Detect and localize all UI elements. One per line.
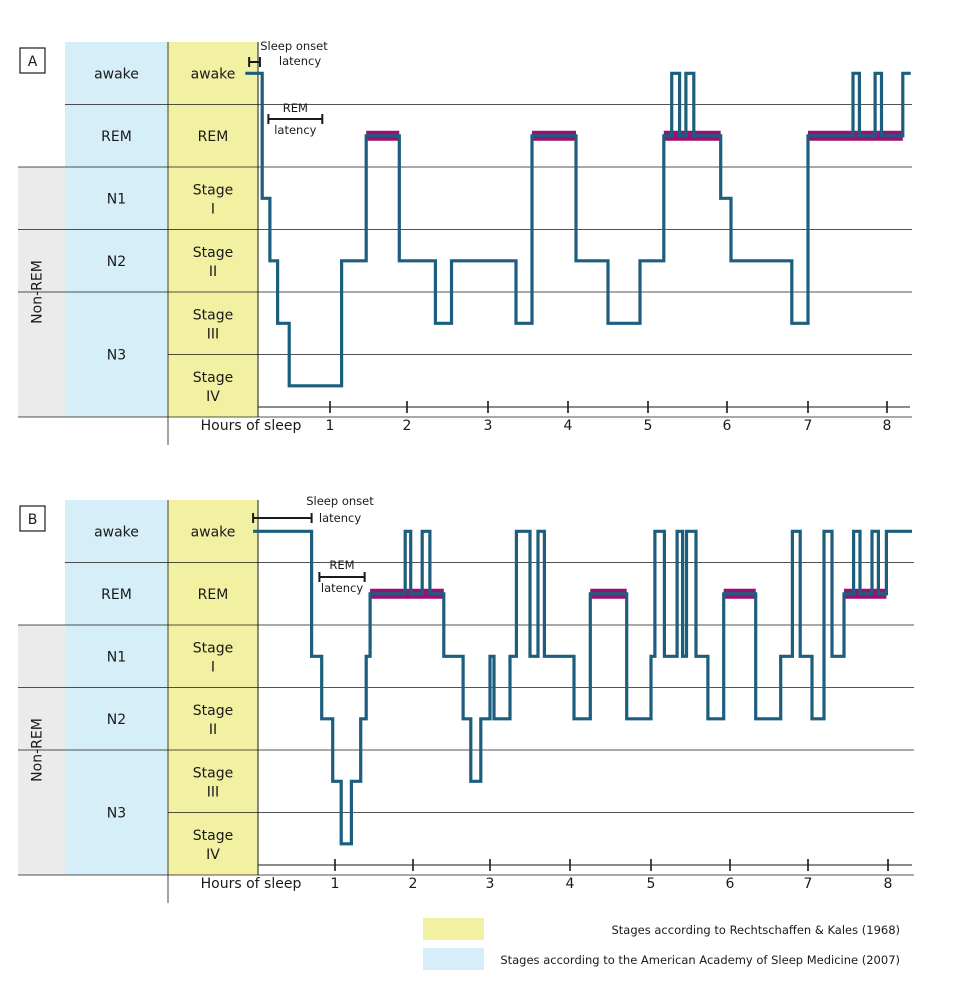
x-tick-label: 8 (884, 876, 893, 892)
rk-stage-label: Stage II (193, 245, 233, 280)
aasm-stage-label: REM (101, 129, 132, 145)
rk-stage-label: REM (198, 129, 229, 145)
rk-stage-label: Stage I (193, 182, 233, 217)
latency-label: latency (319, 511, 361, 525)
aasm-stage-label: N3 (107, 348, 126, 364)
x-tick-label: 2 (409, 876, 418, 892)
x-axis-label: Hours of sleep (201, 876, 302, 892)
rk-stage-label: awake (191, 524, 236, 540)
aasm-stage-label: N3 (107, 806, 126, 822)
hypnogram-line (253, 529, 912, 846)
hypnogram-line (245, 71, 911, 388)
nonrem-group-label: Non-REM (30, 718, 46, 782)
aasm-stage-label: N2 (107, 254, 126, 270)
latency-annotation: REM latency (318, 558, 366, 595)
rk-stage-label: Stage IV (193, 370, 233, 405)
latency-label: Sleep onset (260, 39, 328, 53)
panel-label-box (19, 505, 46, 532)
x-tick-label: 4 (566, 876, 575, 892)
panel-label-box (19, 47, 46, 74)
rk-stage-label: Stage III (193, 307, 233, 342)
aasm-stage-label: awake (94, 524, 139, 540)
x-tick-label: 5 (647, 876, 656, 892)
x-tick-label: 5 (644, 418, 653, 434)
panel-label: A (28, 54, 38, 70)
legend-label-rk: Stages according to Rechtschaffen & Kale… (612, 923, 901, 937)
x-tick-label: 8 (883, 418, 892, 434)
latency-annotation: Sleep onset latency (252, 494, 374, 525)
x-tick-label: 3 (484, 418, 493, 434)
x-tick-label: 2 (403, 418, 412, 434)
rk-stage-label: awake (191, 66, 236, 82)
x-tick-label: 1 (331, 876, 340, 892)
legend-swatch-aasm (423, 948, 484, 970)
x-tick-label: 6 (723, 418, 732, 434)
x-axis-label: Hours of sleep (201, 418, 302, 434)
latency-label: latency (274, 123, 316, 137)
rk-stage-label: Stage II (193, 703, 233, 738)
panel-label: B (28, 512, 38, 528)
latency-label: latency (321, 581, 363, 595)
rk-stage-label: Stage III (193, 765, 233, 800)
latency-annotation: REM latency (267, 101, 324, 137)
latency-label: Sleep onset (306, 494, 374, 508)
x-tick-label: 1 (326, 418, 335, 434)
nonrem-group-label: Non-REM (30, 260, 46, 324)
x-tick-label: 7 (804, 876, 813, 892)
aasm-stage-label: N1 (107, 191, 126, 207)
aasm-stage-label: N2 (107, 712, 126, 728)
x-tick-label: 3 (486, 876, 495, 892)
legend-label-aasm: Stages according to the American Academy… (500, 953, 900, 967)
latency-label: latency (279, 54, 321, 68)
latency-label: REM (283, 101, 308, 115)
rk-stage-label: REM (198, 587, 229, 603)
latency-label: REM (329, 558, 354, 572)
aasm-stage-label: awake (94, 66, 139, 82)
rk-stage-label: Stage I (193, 640, 233, 675)
aasm-stage-label: N1 (107, 649, 126, 665)
rk-stage-label: Stage IV (193, 828, 233, 863)
x-tick-label: 6 (726, 876, 735, 892)
aasm-stage-label: REM (101, 587, 132, 603)
x-tick-label: 4 (564, 418, 573, 434)
legend: Stages according to Rechtschaffen & Kale… (423, 918, 900, 970)
legend-swatch-rk (423, 918, 484, 940)
x-tick-label: 7 (804, 418, 813, 434)
